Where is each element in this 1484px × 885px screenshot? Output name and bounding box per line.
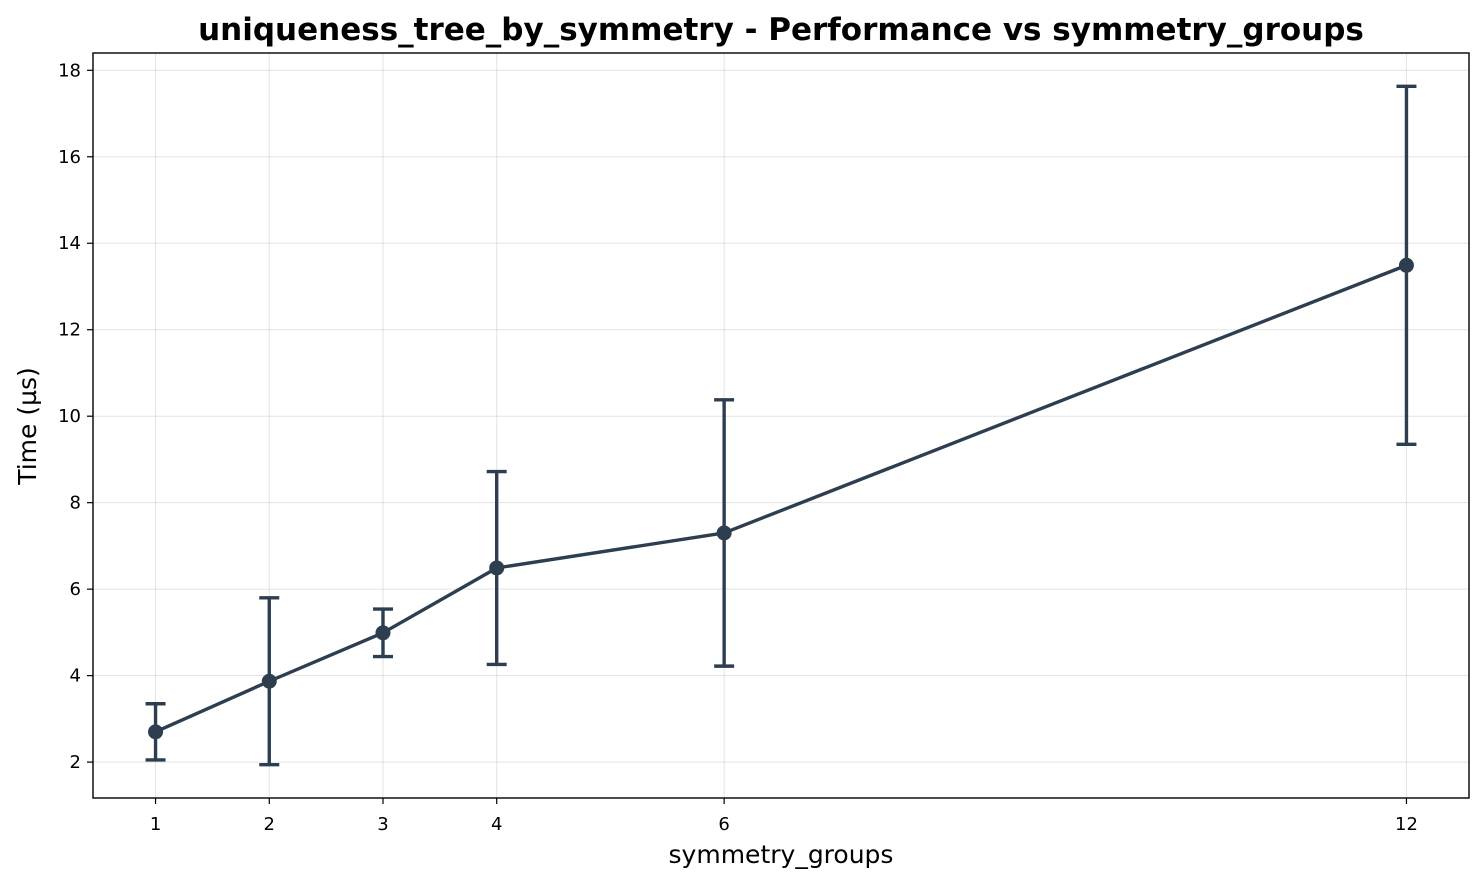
x-axis: 1 2 3 4 6 12 bbox=[150, 798, 1418, 835]
y-tick-label: 6 bbox=[70, 579, 81, 600]
data-point bbox=[261, 673, 277, 689]
y-axis: 2 4 6 8 10 12 14 16 18 bbox=[58, 60, 93, 773]
plot-frame bbox=[92, 52, 1470, 799]
series-line bbox=[154, 263, 1408, 734]
x-tick-label: 4 bbox=[491, 814, 502, 835]
x-tick-label: 12 bbox=[1395, 814, 1418, 835]
chart-title: uniqueness_tree_by_symmetry - Performanc… bbox=[198, 12, 1364, 48]
series bbox=[145, 84, 1417, 767]
data-point bbox=[375, 625, 391, 641]
x-tick-label: 1 bbox=[150, 814, 161, 835]
y-tick-label: 10 bbox=[58, 406, 81, 427]
data-point bbox=[1398, 257, 1414, 273]
x-tick-label: 2 bbox=[264, 814, 275, 835]
y-tick-label: 18 bbox=[58, 60, 81, 81]
y-tick-label: 16 bbox=[58, 147, 81, 168]
y-tick-label: 8 bbox=[70, 493, 81, 514]
data-point bbox=[716, 525, 732, 541]
x-tick-label: 3 bbox=[377, 814, 388, 835]
x-axis-label: symmetry_groups bbox=[669, 840, 894, 869]
y-tick-label: 2 bbox=[70, 752, 81, 773]
data-point bbox=[148, 724, 164, 740]
grid bbox=[93, 53, 1469, 798]
y-tick-label: 14 bbox=[58, 233, 81, 254]
x-tick-label: 6 bbox=[718, 814, 729, 835]
y-axis-label: Time (µs) bbox=[13, 367, 42, 486]
data-point bbox=[489, 560, 505, 576]
y-tick-label: 4 bbox=[70, 666, 81, 687]
y-tick-label: 12 bbox=[58, 320, 81, 341]
